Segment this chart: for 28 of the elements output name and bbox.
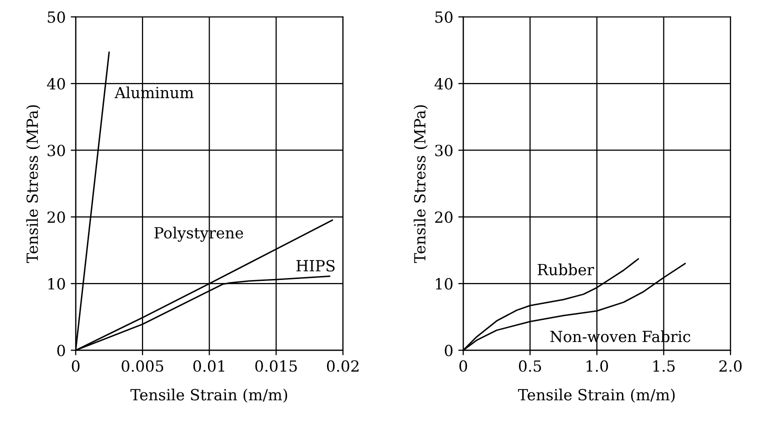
series-label: HIPS (296, 260, 335, 272)
x-tick-label: 0.01 (193, 360, 224, 372)
x-tick-label: 0.02 (326, 360, 358, 372)
y-tick-label: 40 (434, 78, 452, 90)
x-tick-label: 1.5 (653, 360, 675, 372)
y-tick-label: 10 (436, 278, 452, 290)
x-axis-title: Tensile Strain (m/m) (518, 388, 675, 403)
y-tick-label: 0 (57, 344, 65, 356)
x-tick-label: 1.0 (586, 360, 608, 372)
x-tick-label: 0.5 (518, 360, 542, 372)
y-tick-label: 40 (47, 78, 65, 90)
y-tick-label: 10 (48, 278, 65, 290)
y-tick-label: 50 (48, 11, 65, 23)
y-axis-title: Tensile Stress (MPa) (26, 105, 40, 263)
y-tick-label: 20 (48, 211, 65, 223)
x-tick-label: 2.0 (719, 360, 742, 372)
y-tick-label: 0 (444, 344, 452, 356)
y-tick-label: 50 (435, 11, 452, 23)
y-tick-label: 20 (435, 211, 452, 223)
y-tick-label: 30 (48, 144, 65, 156)
x-tick-label: 0.015 (255, 360, 297, 372)
x-tick-label: 0 (459, 360, 468, 372)
y-axis-title: Tensile Stress (MPa) (414, 105, 428, 263)
series-label: Rubber (538, 264, 594, 276)
x-axis-title: Tensile Strain (m/m) (130, 388, 288, 403)
y-tick-label: 30 (435, 144, 452, 156)
x-tick-label: 0.005 (122, 360, 164, 372)
x-tick-label: 0 (72, 360, 80, 372)
